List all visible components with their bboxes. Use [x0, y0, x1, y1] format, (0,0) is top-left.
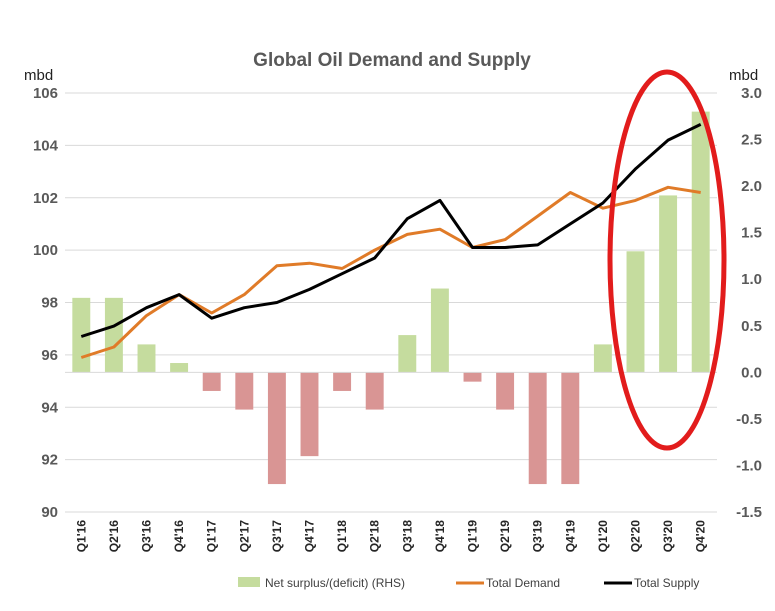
right-tick-label: -0.5	[736, 411, 762, 428]
surplus-bar	[202, 372, 221, 391]
category-label: Q3'20	[661, 520, 675, 553]
surplus-bar	[626, 251, 645, 373]
left-tick-label: 100	[33, 242, 58, 259]
category-label: Q4'19	[563, 520, 577, 553]
legend-label-demand: Total Demand	[486, 576, 560, 590]
category-label: Q4'17	[303, 520, 317, 553]
category-label: Q1'19	[466, 520, 480, 553]
total-supply-line	[80, 123, 702, 338]
right-tick-label: 3.0	[741, 85, 762, 102]
surplus-bar	[365, 372, 384, 410]
surplus-bars	[72, 111, 710, 485]
series-lines	[80, 123, 702, 359]
category-label: Q2'16	[107, 520, 121, 553]
left-tick-label: 98	[41, 295, 58, 312]
right-tick-label: 1.5	[741, 225, 762, 242]
right-axis-ticks: 3.0 2.5 2.0 1.5 1.0 0.5 0.0 -0.5 -1.0 -1.5	[736, 85, 762, 521]
category-label: Q1'18	[335, 520, 349, 553]
category-label: Q4'20	[694, 520, 708, 553]
left-axis-unit: mbd	[24, 67, 53, 84]
surplus-bar	[659, 195, 678, 373]
right-axis-unit: mbd	[729, 67, 758, 84]
surplus-bar	[398, 335, 417, 373]
left-tick-label: 102	[33, 190, 58, 207]
legend-label-surplus: Net surplus/(deficit) (RHS)	[265, 576, 405, 590]
surplus-bar	[137, 344, 156, 373]
category-label: Q3'17	[270, 520, 284, 553]
legend-swatch-surplus	[238, 577, 260, 587]
left-tick-label: 96	[41, 347, 58, 364]
right-tick-label: 2.0	[741, 178, 762, 195]
surplus-bar	[593, 344, 612, 373]
left-axis-ticks: 106 104 102 100 98 96 94 92 90	[33, 85, 59, 521]
legend-label-supply: Total Supply	[634, 576, 699, 590]
surplus-bar	[430, 288, 449, 373]
surplus-bar	[300, 372, 319, 457]
category-label: Q4'18	[433, 520, 447, 553]
right-tick-label: 1.0	[741, 271, 762, 288]
category-label: Q1'17	[205, 520, 219, 553]
left-tick-label: 94	[41, 399, 58, 416]
legend: Net surplus/(deficit) (RHS) Total Demand T…	[238, 576, 699, 590]
right-tick-label: 0.0	[741, 364, 762, 381]
category-label: Q4'16	[172, 520, 186, 553]
right-tick-label: 2.5	[741, 132, 762, 149]
right-tick-label: -1.5	[736, 504, 762, 521]
category-label: Q2'17	[237, 520, 251, 553]
surplus-bar	[235, 372, 254, 410]
left-tick-label: 104	[33, 137, 59, 154]
category-label: Q1'16	[74, 520, 88, 553]
right-tick-label: 0.5	[741, 318, 762, 335]
chart-title: Global Oil Demand and Supply	[253, 50, 531, 71]
category-labels: Q1'16 Q2'16 Q3'16 Q4'16 Q1'17 Q2'17 Q3'17 Q4'17…	[74, 520, 707, 553]
category-label: Q2'19	[498, 520, 512, 553]
surplus-bar	[333, 372, 352, 391]
surplus-bar	[561, 372, 580, 485]
category-label: Q3'19	[531, 520, 545, 553]
surplus-bar	[528, 372, 547, 485]
surplus-bar	[496, 372, 515, 410]
right-tick-label: -1.0	[736, 457, 762, 474]
left-tick-label: 90	[41, 504, 58, 521]
surplus-bar	[691, 111, 710, 373]
category-label: Q3'16	[140, 520, 154, 553]
left-tick-label: 92	[41, 452, 58, 469]
category-label: Q1'20	[596, 520, 610, 553]
highlight-ellipse	[607, 69, 727, 451]
category-label: Q2'18	[368, 520, 382, 553]
category-label: Q3'18	[400, 520, 414, 553]
category-label: Q2'20	[629, 520, 643, 553]
surplus-bar	[104, 297, 123, 373]
surplus-bar	[267, 372, 286, 485]
surplus-bar	[170, 363, 189, 373]
gridlines	[65, 92, 717, 513]
surplus-bar	[463, 372, 482, 382]
left-tick-label: 106	[33, 85, 58, 102]
